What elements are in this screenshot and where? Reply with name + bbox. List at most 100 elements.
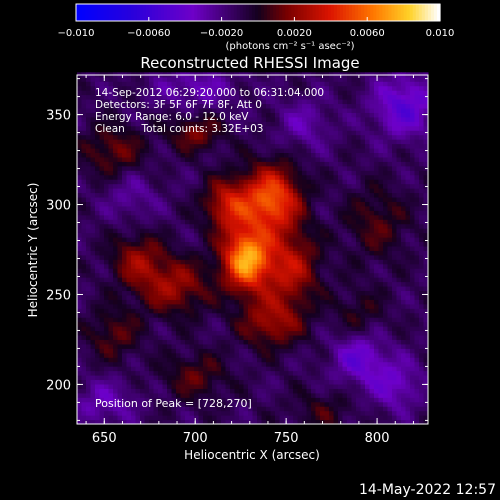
heatmap-cell bbox=[207, 210, 213, 216]
heatmap-cell bbox=[293, 415, 298, 421]
colorbar-segment bbox=[127, 4, 132, 21]
heatmap-cell bbox=[324, 281, 330, 287]
heatmap-cell bbox=[270, 156, 276, 162]
heatmap-cell bbox=[297, 317, 303, 323]
heatmap-cell bbox=[293, 219, 298, 225]
heatmap-cell bbox=[234, 201, 240, 207]
heatmap-cell bbox=[212, 85, 217, 91]
heatmap-cell bbox=[234, 228, 240, 234]
heatmap-cell bbox=[342, 401, 348, 407]
heatmap-cell bbox=[351, 286, 357, 292]
heatmap-cell bbox=[257, 116, 262, 122]
heatmap-cell bbox=[297, 85, 303, 91]
heatmap-cell bbox=[351, 290, 357, 296]
heatmap-cell bbox=[225, 152, 231, 158]
heatmap-cell bbox=[153, 383, 159, 389]
heatmap-cell bbox=[351, 375, 357, 381]
heatmap-cell bbox=[180, 330, 186, 336]
heatmap-cell bbox=[338, 241, 343, 247]
heatmap-cell bbox=[239, 303, 244, 309]
heatmap-cell bbox=[266, 259, 271, 265]
heatmap-cell bbox=[315, 312, 321, 318]
heatmap-cell bbox=[342, 245, 348, 251]
heatmap-cell bbox=[311, 348, 316, 354]
heatmap-cell bbox=[131, 161, 136, 167]
heatmap-cell bbox=[126, 375, 132, 381]
heatmap-cell bbox=[333, 334, 339, 340]
heatmap-cell bbox=[140, 170, 145, 176]
heatmap-cell bbox=[122, 103, 127, 109]
heatmap-cell bbox=[144, 388, 150, 394]
heatmap-cell bbox=[113, 330, 118, 336]
heatmap-cell bbox=[315, 299, 321, 305]
colorbar-segment bbox=[288, 4, 292, 21]
heatmap-cell bbox=[293, 268, 298, 274]
heatmap-cell bbox=[338, 179, 343, 185]
heatmap-cell bbox=[122, 317, 127, 323]
heatmap-cell bbox=[284, 205, 289, 211]
colorbar-segment bbox=[315, 4, 320, 21]
heatmap-cell bbox=[194, 103, 199, 109]
heatmap-cell bbox=[261, 383, 267, 389]
heatmap-cell bbox=[104, 134, 109, 140]
heatmap-cell bbox=[171, 152, 177, 158]
heatmap-cell bbox=[342, 317, 348, 323]
heatmap-cell bbox=[239, 357, 244, 363]
heatmap-cell bbox=[293, 81, 298, 87]
heatmap-cell bbox=[180, 192, 186, 198]
heatmap-cell bbox=[131, 286, 136, 292]
heatmap-cell bbox=[315, 165, 321, 171]
heatmap-cell bbox=[216, 121, 222, 127]
heatmap-cell bbox=[288, 392, 294, 398]
heatmap-cell bbox=[99, 201, 105, 207]
heatmap-cell bbox=[293, 410, 298, 416]
heatmap-cell bbox=[221, 272, 226, 278]
heatmap-cell bbox=[216, 299, 222, 305]
heatmap-cell bbox=[144, 397, 150, 403]
heatmap-cell bbox=[261, 268, 267, 274]
heatmap-cell bbox=[306, 317, 312, 323]
heatmap-cell bbox=[212, 250, 217, 256]
heatmap-cell bbox=[207, 134, 213, 140]
colorbar-segment bbox=[230, 4, 235, 21]
heatmap-cell bbox=[158, 299, 163, 305]
heatmap-cell bbox=[171, 81, 177, 87]
heatmap-cell bbox=[153, 76, 159, 82]
heatmap-cell bbox=[270, 192, 276, 198]
heatmap-cell bbox=[122, 214, 127, 220]
heatmap-cell bbox=[126, 196, 132, 202]
heatmap-cell bbox=[324, 219, 330, 225]
heatmap-cell bbox=[135, 237, 141, 243]
heatmap-cell bbox=[230, 143, 235, 149]
heatmap-cell bbox=[270, 183, 276, 189]
heatmap-cell bbox=[342, 139, 348, 145]
heatmap-cell bbox=[306, 299, 312, 305]
heatmap-cell bbox=[306, 357, 312, 363]
heatmap-cell bbox=[108, 76, 114, 82]
heatmap-cell bbox=[180, 94, 186, 100]
heatmap-cell bbox=[131, 223, 136, 229]
heatmap-cell bbox=[144, 170, 150, 176]
heatmap-cell bbox=[167, 81, 172, 87]
heatmap-cell bbox=[158, 94, 163, 100]
heatmap-cell bbox=[225, 179, 231, 185]
heatmap-cell bbox=[315, 263, 321, 269]
heatmap-cell bbox=[198, 379, 204, 385]
heatmap-cell bbox=[221, 410, 226, 416]
heatmap-cell bbox=[239, 219, 244, 225]
heatmap-cell bbox=[198, 99, 204, 105]
heatmap-cell bbox=[144, 343, 150, 349]
heatmap-cell bbox=[176, 130, 181, 136]
heatmap-cell bbox=[108, 116, 114, 122]
heatmap-cell bbox=[122, 99, 127, 105]
heatmap-cell bbox=[95, 321, 100, 327]
heatmap-cell bbox=[144, 223, 150, 229]
heatmap-cell bbox=[212, 214, 217, 220]
heatmap-cell bbox=[95, 415, 100, 421]
heatmap-cell bbox=[99, 348, 105, 354]
heatmap-cell bbox=[320, 268, 325, 274]
heatmap-cell bbox=[99, 192, 105, 198]
colorbar-segment bbox=[160, 4, 165, 21]
heatmap-cell bbox=[194, 192, 199, 198]
heatmap-cell bbox=[203, 379, 208, 385]
